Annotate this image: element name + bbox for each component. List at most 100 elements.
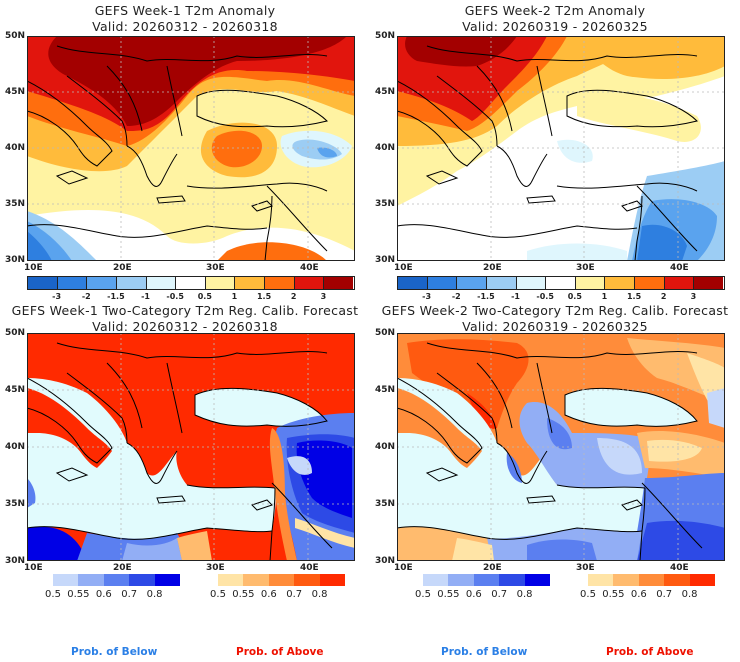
colorbar-swatch	[457, 277, 487, 289]
panel-title: GEFS Week-1 Two-Category T2m Reg. Calib.…	[11, 303, 359, 318]
coast-crete	[526, 495, 556, 504]
colorbar-tick-label: -1	[141, 292, 150, 301]
map-canvas	[27, 333, 355, 561]
colorbar-swatch	[103, 574, 130, 586]
colorbar-tick-label: 0.55	[232, 589, 255, 600]
coast-levant	[639, 487, 646, 561]
grid-lines	[27, 333, 355, 561]
map-canvas	[27, 36, 355, 261]
colorbar-swatch	[218, 574, 244, 586]
colorbar-tick-label: 0.55	[67, 589, 90, 600]
panel-title: GEFS Week-2 T2m Anomaly	[464, 3, 646, 18]
lat-tick-label: 30N	[4, 255, 25, 265]
colorbar-swatch	[28, 277, 58, 289]
anomaly-region-warm-5	[48, 36, 348, 126]
coast-black-sea	[566, 89, 698, 128]
prob-below-sw	[27, 526, 87, 561]
prob-above-colorbar	[218, 574, 345, 586]
border-1	[56, 45, 328, 62]
colorbar-swatch	[319, 574, 345, 586]
panel-week2-anomaly: GEFS Week-2 T2m Anomaly Valid: 20260319 …	[370, 0, 740, 330]
colorbar-swatch	[486, 277, 517, 289]
map-frame	[27, 36, 355, 261]
prob-above-africa-pale	[452, 538, 494, 561]
lat-tick-label: 35N	[4, 499, 25, 509]
anomaly-colorbar	[397, 276, 725, 290]
coast-africa	[27, 526, 273, 540]
border-3	[536, 362, 553, 434]
lon-tick-label: 10E	[394, 563, 413, 573]
lat-tick-label: 35N	[374, 199, 395, 209]
lat-tick-label: 40N	[374, 442, 395, 452]
coast-black-sea	[196, 89, 328, 128]
anomaly-region-anatolia-2	[211, 130, 262, 168]
colorbar-tick-label: 0.6	[95, 589, 112, 600]
border-4	[641, 482, 703, 549]
lat-tick-label: 45N	[4, 385, 25, 395]
colorbar-tick-label: -2	[81, 292, 91, 301]
prob-below-east-3	[296, 440, 352, 518]
coast-cyprus	[621, 499, 643, 511]
border-3	[536, 65, 553, 137]
prob-below-ne	[707, 388, 725, 428]
lon-tick-label: 10E	[394, 263, 413, 273]
lon-tick-label: 10E	[24, 563, 43, 573]
map-canvas	[397, 36, 725, 261]
colorbar-swatch	[638, 574, 665, 586]
lon-tick-label: 40E	[670, 563, 689, 573]
coast-greece	[126, 145, 178, 187]
sea-black	[195, 388, 327, 427]
colorbar-swatch	[294, 277, 325, 289]
colorbar-tick-label: 0.8	[516, 589, 533, 600]
colorbar-tick-label: 3	[690, 292, 697, 301]
border-2	[476, 362, 513, 429]
coast-adriatic	[66, 75, 128, 147]
coast-sicily	[425, 467, 459, 482]
coast-turkey-south	[556, 182, 698, 192]
colorbar-swatch	[265, 277, 295, 289]
anomaly-region-warm-2b	[577, 36, 725, 79]
prob-below-colorbar	[423, 574, 550, 586]
lon-tick-label: 40E	[670, 263, 689, 273]
lat-tick-label: 45N	[374, 385, 395, 395]
coast-sicily	[55, 467, 89, 482]
panel-valid-dates: Valid: 20260319 - 20260325	[462, 19, 648, 34]
colorbar-tick-label: 0.6	[260, 589, 277, 600]
colorbar-swatch	[154, 574, 180, 586]
border-4	[636, 185, 698, 252]
panel-valid-dates: Valid: 20260312 - 20260318	[92, 19, 278, 34]
lon-tick-label: 40E	[300, 263, 319, 273]
colorbar-tick-label: 2	[660, 292, 667, 301]
coast-africa	[397, 224, 638, 238]
prob-above-legend-label: Prob. of Above	[606, 646, 694, 658]
colorbar-tick-label: 0.55	[602, 589, 625, 600]
colorbar-tick-label: -0.5	[536, 292, 554, 301]
lat-tick-label: 30N	[4, 556, 25, 566]
panel-week1-probability: GEFS Week-1 Two-Category T2m Reg. Calib.…	[0, 300, 370, 662]
anomaly-region-cold-sw-3	[27, 231, 52, 261]
anomaly-map	[27, 36, 355, 261]
colorbar-tick-label: 1	[601, 292, 608, 301]
border-2	[106, 362, 143, 429]
colorbar-tick-label: 1.5	[626, 292, 642, 301]
colorbar-swatch	[53, 574, 79, 586]
lon-tick-label: 20E	[113, 263, 132, 273]
colorbar-swatch	[294, 574, 320, 586]
colorbar-swatch	[635, 277, 665, 289]
colorbar-swatch	[268, 574, 295, 586]
map-frame	[397, 36, 725, 261]
anomaly-region-east-warm	[217, 242, 327, 261]
colorbar-tick-label: 0.7	[656, 589, 673, 600]
panel-title: GEFS Week-1 T2m Anomaly	[94, 3, 276, 18]
colorbar-swatch	[605, 277, 635, 289]
border-4	[266, 185, 328, 252]
coast-crete	[526, 195, 556, 204]
colorbar-swatch	[546, 277, 576, 289]
border-2	[106, 65, 143, 132]
coast-greece	[496, 145, 548, 187]
anomaly-map	[397, 36, 725, 261]
border-2	[476, 65, 513, 132]
prob-above-africa	[177, 531, 212, 561]
coast-greece	[126, 442, 178, 484]
coastlines	[27, 45, 328, 261]
